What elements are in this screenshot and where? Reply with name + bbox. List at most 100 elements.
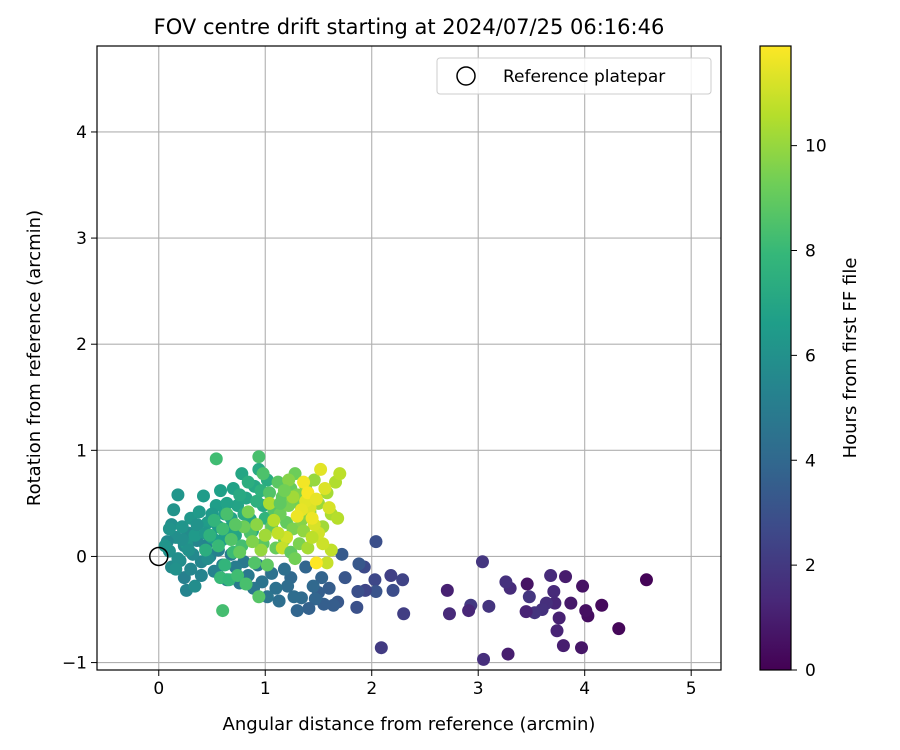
data-point (175, 520, 189, 534)
data-point (254, 543, 268, 557)
x-tick-label: 3 (473, 679, 484, 699)
data-point (167, 503, 181, 517)
data-point (331, 511, 345, 525)
data-point (290, 509, 304, 523)
data-point (306, 579, 320, 593)
colorbar-tick-label: 10 (805, 137, 827, 157)
data-point (333, 467, 347, 481)
data-point (288, 552, 302, 566)
data-point (307, 473, 321, 487)
data-point (322, 501, 336, 515)
data-point (552, 611, 566, 625)
data-point (224, 532, 238, 546)
data-point (374, 641, 388, 655)
data-point (550, 624, 564, 638)
data-point (352, 557, 366, 571)
data-point (175, 532, 189, 546)
data-point (269, 581, 283, 595)
data-point (522, 590, 536, 604)
data-point (216, 604, 230, 618)
data-point (220, 507, 234, 521)
data-point (256, 467, 270, 481)
data-point (194, 569, 208, 583)
data-point (369, 535, 383, 549)
data-point (203, 528, 217, 542)
colorbar-tick-label: 2 (805, 556, 816, 576)
data-point (499, 575, 513, 589)
data-point (162, 522, 176, 536)
data-point (368, 573, 382, 587)
data-point (350, 600, 364, 614)
data-point (214, 484, 228, 498)
data-point (309, 492, 323, 506)
data-point (575, 641, 589, 655)
data-point (209, 452, 223, 466)
axis-ticks: 0 1 2 3 4 5 −1 0 1 2 3 4 (62, 123, 697, 699)
y-axis-label: Rotation from reference (arcmin) (24, 210, 45, 506)
y-tick-label: 4 (76, 123, 87, 143)
data-point (211, 539, 225, 553)
reference-platepar-marker (149, 546, 169, 567)
data-point (338, 571, 352, 585)
data-point (305, 530, 319, 544)
data-point (190, 518, 204, 532)
x-tick-label: 0 (153, 679, 164, 699)
data-point (595, 598, 609, 612)
colorbar-ticks: 0 2 4 6 8 10 (791, 137, 827, 681)
data-point (171, 552, 185, 566)
colorbar-tick-label: 6 (805, 346, 816, 366)
data-points (158, 450, 653, 666)
data-point (397, 607, 411, 621)
data-point (308, 592, 322, 606)
data-point (442, 607, 456, 621)
x-axis-label: Angular distance from reference (arcmin) (223, 714, 596, 735)
data-point (299, 560, 313, 574)
data-point (369, 584, 383, 598)
colorbar-label: Hours from first FF file (840, 258, 861, 459)
colorbar (759, 45, 792, 671)
data-point (199, 543, 213, 557)
data-point (302, 601, 316, 615)
y-tick-label: 2 (76, 335, 87, 355)
data-point (241, 475, 255, 489)
data-point (158, 539, 172, 553)
data-point (260, 558, 274, 572)
y-tick-label: 1 (76, 441, 87, 461)
data-point (556, 639, 570, 653)
data-point (271, 526, 285, 540)
data-point (245, 535, 259, 549)
data-point (263, 496, 277, 510)
legend: Reference platepar (436, 57, 712, 95)
data-point (281, 579, 295, 593)
data-point (314, 462, 328, 476)
data-point (462, 604, 476, 618)
data-point (258, 528, 272, 542)
data-point (267, 513, 281, 527)
data-point (169, 562, 183, 576)
data-point (233, 488, 247, 502)
data-point (248, 556, 262, 570)
data-point (184, 562, 198, 576)
data-point (277, 484, 291, 498)
data-point (320, 556, 334, 570)
data-point (559, 570, 573, 584)
data-point (477, 652, 491, 666)
data-point (322, 581, 336, 595)
data-point (519, 605, 533, 619)
data-point (305, 511, 319, 525)
data-point (207, 513, 221, 527)
data-point (228, 518, 242, 532)
data-point (315, 571, 329, 585)
legend-box (436, 57, 712, 95)
data-point (252, 590, 266, 604)
data-point (318, 482, 332, 496)
data-point (192, 505, 206, 519)
x-tick-label: 5 (686, 679, 697, 699)
data-point (252, 450, 266, 464)
data-point (326, 598, 340, 612)
data-point (316, 537, 330, 551)
data-point (297, 475, 311, 489)
data-point (396, 573, 410, 587)
data-point (196, 489, 210, 503)
